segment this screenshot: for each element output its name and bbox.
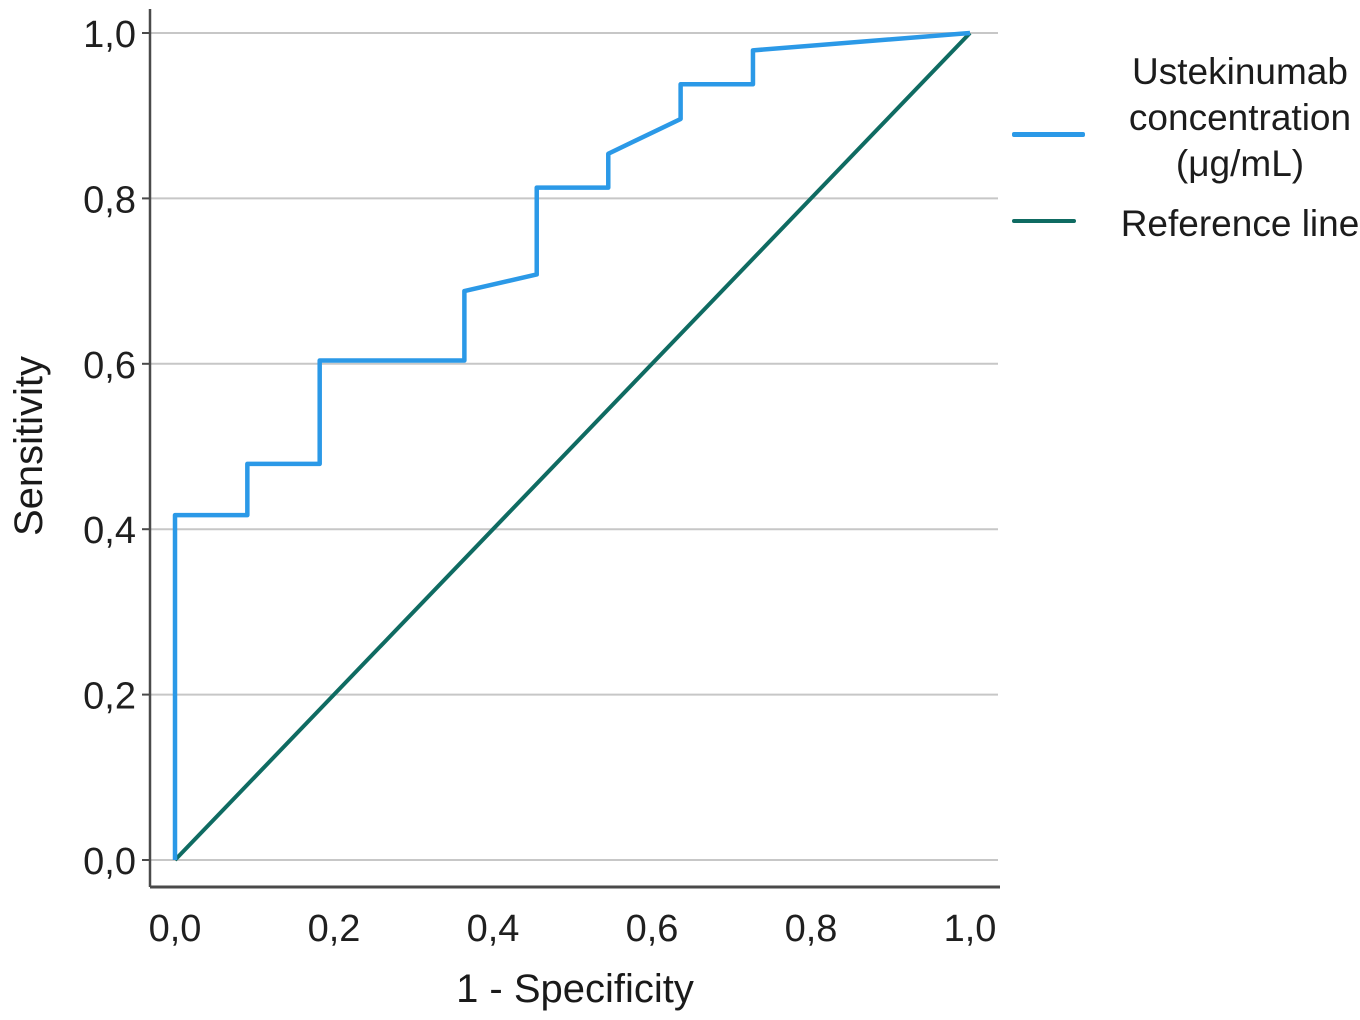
y-tick-label: 0,0	[83, 841, 136, 883]
legend-line-swatch-reference	[1012, 219, 1076, 223]
ustekinumab-roc-curve	[172, 30, 971, 860]
reference-line	[173, 31, 972, 862]
legend-line-swatch-ustekinumab	[1012, 132, 1085, 137]
legend-label-reference: Reference line	[1120, 203, 1360, 244]
x-tick-label: 0,0	[149, 908, 202, 950]
tick-label-layer: 0,0 0,2 0,4 0,6 0,8 1,0 0,0 0,2 0,4 0,6 0,8 1,0	[83, 14, 996, 950]
x-tick-label: 0,6	[626, 908, 679, 950]
x-tick-label: 0,4	[467, 908, 520, 950]
grid-layer	[150, 32, 998, 861]
y-tick-label: 1,0	[83, 14, 136, 56]
y-tick-label: 0,8	[83, 179, 136, 221]
legend-label-ustekinumab: Ustekinumab concentration (μg/mL)	[1128, 51, 1352, 184]
x-tick-label: 0,2	[308, 908, 361, 950]
y-tick-label: 0,6	[83, 345, 136, 387]
x-axis-title: 1 - Specificity	[456, 967, 694, 1011]
axis-layer	[142, 9, 1000, 889]
x-tick-label: 1,0	[944, 908, 997, 950]
y-tick-label: 0,4	[83, 510, 136, 552]
series-layer	[172, 30, 972, 862]
y-tick-label: 0,2	[83, 676, 136, 718]
x-tick-label: 0,8	[785, 908, 838, 950]
y-axis-title: Sensitivity	[7, 356, 51, 536]
